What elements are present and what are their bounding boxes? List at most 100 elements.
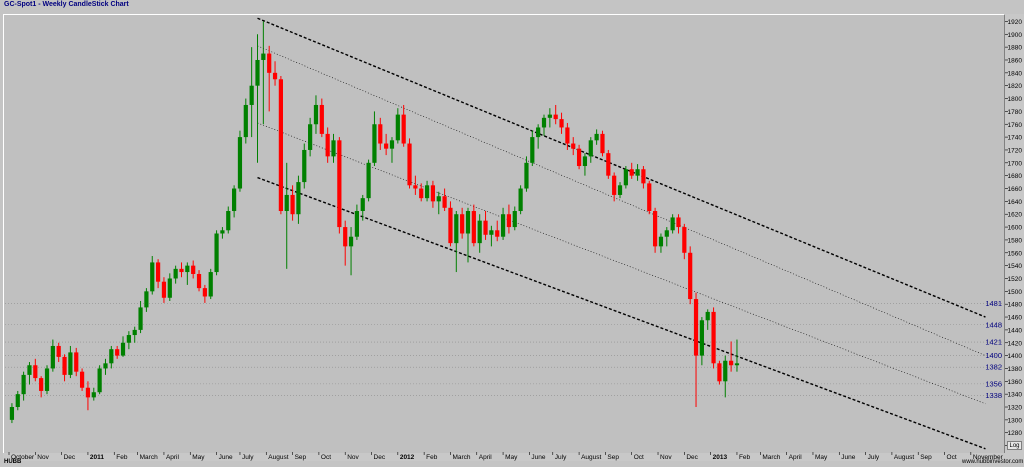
candle [272, 61, 278, 86]
candle [693, 292, 699, 408]
y-tick-1420: 1420 [1008, 340, 1023, 347]
candle [711, 307, 716, 369]
x-tick-label: Sep [920, 454, 932, 461]
y-tick-1280: 1280 [1008, 430, 1023, 437]
candle [500, 207, 506, 240]
x-tick-label: Nov [347, 454, 359, 461]
x-tick-label: Feb [116, 454, 128, 461]
y-tick-1520: 1520 [1008, 276, 1023, 283]
x-tick-label: August [268, 454, 288, 461]
candle [623, 166, 628, 189]
candle [220, 227, 225, 239]
candle [688, 246, 693, 305]
candle [185, 262, 190, 285]
candle [389, 137, 395, 163]
candle [261, 21, 266, 125]
y-tick-1800: 1800 [1008, 96, 1023, 103]
y-tick-1900: 1900 [1008, 32, 1023, 39]
candle [191, 260, 196, 279]
y-tick-1400: 1400 [1008, 353, 1023, 360]
candle [354, 204, 360, 240]
footer-website: www.hubbinvestor.com [962, 459, 1024, 465]
y-tick-1780: 1780 [1008, 109, 1023, 116]
y-tick-1660: 1660 [1008, 186, 1023, 193]
x-tick-label: March [452, 454, 470, 461]
candle [699, 317, 704, 366]
candle [553, 104, 558, 125]
candle [319, 98, 324, 138]
x-tick-label: April [166, 454, 180, 461]
candle [541, 114, 547, 136]
candle [79, 368, 85, 391]
x-tick-label: June [841, 454, 855, 461]
y-tick-1920: 1920 [1008, 19, 1023, 26]
candle [196, 270, 202, 292]
candle [50, 339, 55, 372]
y-tick-1640: 1640 [1008, 199, 1023, 206]
y-tick-1580: 1580 [1008, 237, 1023, 244]
x-tick-label: June [531, 454, 545, 461]
candle [530, 130, 535, 167]
x-tick-label: June [219, 454, 233, 461]
candle [676, 214, 681, 234]
x-tick-label: November [973, 454, 1004, 461]
x-tick-label: Nov [37, 454, 49, 461]
candle [729, 341, 734, 372]
candle [448, 201, 453, 247]
candle [284, 162, 289, 269]
candle [214, 230, 219, 276]
y-tick-1540: 1540 [1008, 263, 1023, 270]
candle [150, 255, 155, 295]
candle [173, 265, 178, 284]
y-tick-1340: 1340 [1008, 392, 1023, 399]
candle [302, 143, 307, 189]
x-tick-label: May [815, 454, 828, 461]
candle [647, 180, 652, 215]
candle [62, 354, 67, 382]
level-label-1421: 1421 [985, 338, 1002, 347]
x-tick-label: July [555, 454, 567, 461]
candle [232, 185, 237, 218]
y-tick-1720: 1720 [1008, 147, 1023, 154]
y-tick-1300: 1300 [1008, 417, 1023, 424]
x-tick-label: Feb [426, 454, 438, 461]
price-axis [1005, 14, 1024, 454]
candle [612, 172, 617, 202]
log-scale-button[interactable]: Log [1007, 441, 1022, 450]
candle [278, 76, 283, 215]
candle [734, 339, 740, 372]
candle [489, 225, 494, 247]
candle [179, 262, 184, 278]
level-label-1338: 1338 [985, 391, 1002, 400]
candle [15, 390, 20, 411]
candle [27, 362, 32, 385]
candle [512, 206, 517, 231]
candle [571, 137, 576, 156]
candle [348, 227, 354, 276]
candle [97, 365, 102, 395]
candle [120, 336, 126, 357]
candle [161, 277, 167, 303]
candle [652, 207, 658, 253]
candle [419, 183, 424, 202]
candle [588, 137, 593, 163]
y-tick-1880: 1880 [1008, 45, 1023, 52]
level-lines [5, 303, 1003, 396]
chart-title: GC-Spot1 - Weekly CandleStick Chart [4, 1, 129, 8]
y-tick-1840: 1840 [1008, 70, 1023, 77]
x-tick-label: March [762, 454, 780, 461]
y-tick-1440: 1440 [1008, 327, 1023, 334]
level-label-1448: 1448 [985, 320, 1002, 329]
candle [115, 345, 120, 359]
y-tick-1460: 1460 [1008, 315, 1023, 322]
candle [9, 403, 15, 424]
x-tick-label: Dec [686, 454, 698, 461]
candle [559, 112, 564, 134]
candle [331, 133, 336, 163]
candle [39, 376, 44, 398]
candle [576, 144, 582, 170]
candle [103, 358, 108, 375]
x-tick-label: Oct [321, 454, 331, 461]
